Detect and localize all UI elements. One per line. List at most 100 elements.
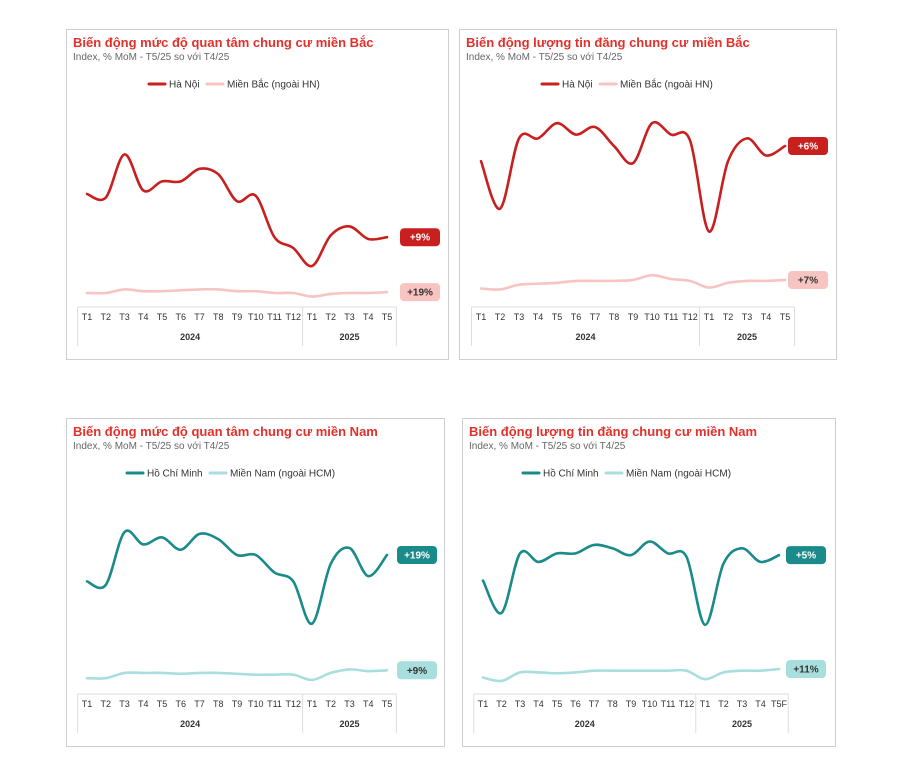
x-tick-label: T4: [138, 699, 149, 709]
x-tick-label: T11: [267, 699, 282, 709]
x-tick-label: T4: [533, 699, 544, 709]
x-tick-label: T1: [478, 699, 489, 709]
x-tick-label: T7: [194, 699, 205, 709]
x-tick-label: T4: [761, 312, 772, 322]
year-label: 2025: [737, 332, 757, 342]
series-line: [85, 668, 389, 682]
x-tick-label: T3: [119, 312, 130, 322]
x-tick-label: T2: [100, 312, 111, 322]
chart-title: Biến động lượng tin đăng chung cư miền B…: [466, 35, 750, 50]
end-label-badge: [786, 660, 826, 678]
x-tick-label: T3: [344, 312, 355, 322]
series-line: [481, 667, 781, 683]
x-tick-label: T8: [607, 699, 618, 709]
end-label-badge: [786, 546, 826, 565]
chart-subtitle: Index, % MoM - T5/25 so với T4/25: [469, 441, 626, 452]
chart-title: Biến động lượng tin đăng chung cư miền N…: [469, 424, 758, 439]
year-label: 2025: [339, 332, 359, 342]
legend-label: Hà Nội: [169, 80, 200, 91]
legend-label: Miền Bắc (ngoài HN): [620, 78, 713, 91]
end-label-text: +11%: [793, 665, 818, 676]
end-label-text: +6%: [798, 142, 818, 153]
chart-panel: Biến động mức độ quan tâm chung cư miền …: [66, 418, 445, 747]
legend-label: Miền Nam (ngoài HCM): [230, 468, 335, 480]
end-label-text: +19%: [404, 551, 430, 562]
x-tick-label: T7: [194, 312, 205, 322]
year-label: 2024: [575, 719, 595, 729]
x-tick-label: T8: [213, 312, 224, 322]
x-tick-label: T7: [589, 699, 600, 709]
legend-label: Hà Nội: [562, 80, 593, 91]
chart-panel: Biến động lượng tin đăng chung cư miền N…: [462, 418, 836, 747]
x-tick-label: T12: [679, 699, 695, 709]
x-tick-label: T7: [590, 312, 601, 322]
x-tick-label: T9: [626, 699, 637, 709]
line-chart: Hồ Chí Minh Miền Nam (ngoài HCM) T1 T2 T3 T4 T…: [77, 468, 437, 733]
x-tick-label: T4: [363, 312, 374, 322]
x-tick-label: T1: [82, 312, 93, 322]
x-tick-label: T1: [704, 312, 715, 322]
x-tick-label: T5: [552, 312, 563, 322]
x-tick-label: T1: [700, 699, 711, 709]
x-tick-label: T4: [363, 699, 374, 709]
year-label: 2025: [732, 719, 752, 729]
end-label-badge: [397, 546, 437, 564]
x-tick-label: T10: [644, 312, 660, 322]
x-tick-label: T10: [248, 312, 264, 322]
x-tick-label: T9: [628, 312, 639, 322]
x-tick-label: T2: [325, 699, 336, 709]
chart-panel: Biến động mức độ quan tâm chung cư miền …: [66, 29, 449, 360]
x-tick-label: T6: [570, 699, 581, 709]
series-line: [85, 287, 389, 298]
x-tick-label: T1: [82, 699, 93, 709]
x-tick-label: T11: [661, 699, 676, 709]
x-tick-label: T3: [737, 699, 748, 709]
end-label-text: +19%: [407, 288, 433, 299]
line-chart: Hồ Chí Minh Miền Nam (ngoài HCM) T1 T2 T3 T4 T…: [473, 468, 826, 733]
x-tick-label: T6: [175, 312, 186, 322]
x-tick-label: T10: [642, 699, 658, 709]
x-tick-label: T11: [664, 312, 679, 322]
end-label-badge: [397, 661, 437, 680]
x-tick-label: T12: [285, 699, 301, 709]
x-tick-label: T9: [232, 699, 243, 709]
x-tick-label: T5: [382, 699, 393, 709]
chart-subtitle: Index, % MoM - T5/25 so với T4/25: [73, 441, 230, 452]
x-tick-label: T1: [476, 312, 487, 322]
x-tick-label: T4: [533, 312, 544, 322]
x-tick-label: T5F: [771, 699, 788, 709]
x-tick-label: T2: [325, 312, 336, 322]
x-tick-label: T10: [248, 699, 264, 709]
x-tick-label: T9: [232, 312, 243, 322]
year-label: 2024: [180, 719, 200, 729]
x-tick-label: T2: [100, 699, 111, 709]
x-tick-label: T1: [307, 699, 318, 709]
chart-subtitle: Index, % MoM - T5/25 so với T4/25: [73, 52, 230, 63]
end-label-badge: [400, 283, 440, 302]
end-label-text: +9%: [410, 233, 430, 244]
series-line: [479, 273, 787, 291]
year-label: 2025: [339, 719, 359, 729]
x-tick-label: T5: [157, 312, 168, 322]
legend-label: Hồ Chí Minh: [543, 468, 599, 480]
x-tick-label: T2: [496, 699, 507, 709]
year-label: 2024: [180, 332, 200, 342]
x-tick-label: T5: [157, 699, 168, 709]
x-tick-label: T4: [755, 699, 766, 709]
x-tick-label: T12: [682, 312, 698, 322]
line-chart: Hà Nội Miền Bắc (ngoài HN) T1 T2 T3 T4 T5 T6 T7 T…: [77, 78, 440, 346]
x-tick-label: T4: [138, 312, 149, 322]
x-tick-label: T11: [267, 312, 282, 322]
end-label-text: +7%: [798, 275, 818, 286]
x-tick-label: T5: [552, 699, 563, 709]
x-tick-label: T6: [571, 312, 582, 322]
x-tick-label: T3: [514, 312, 525, 322]
chart-subtitle: Index, % MoM - T5/25 so với T4/25: [466, 52, 623, 63]
x-tick-label: T3: [344, 699, 355, 709]
x-tick-label: T12: [285, 312, 301, 322]
x-tick-label: T8: [213, 699, 224, 709]
legend-label: Miền Bắc (ngoài HN): [227, 78, 320, 91]
x-tick-label: T3: [742, 312, 753, 322]
x-tick-label: T5: [382, 312, 393, 322]
series-line: [85, 153, 389, 268]
